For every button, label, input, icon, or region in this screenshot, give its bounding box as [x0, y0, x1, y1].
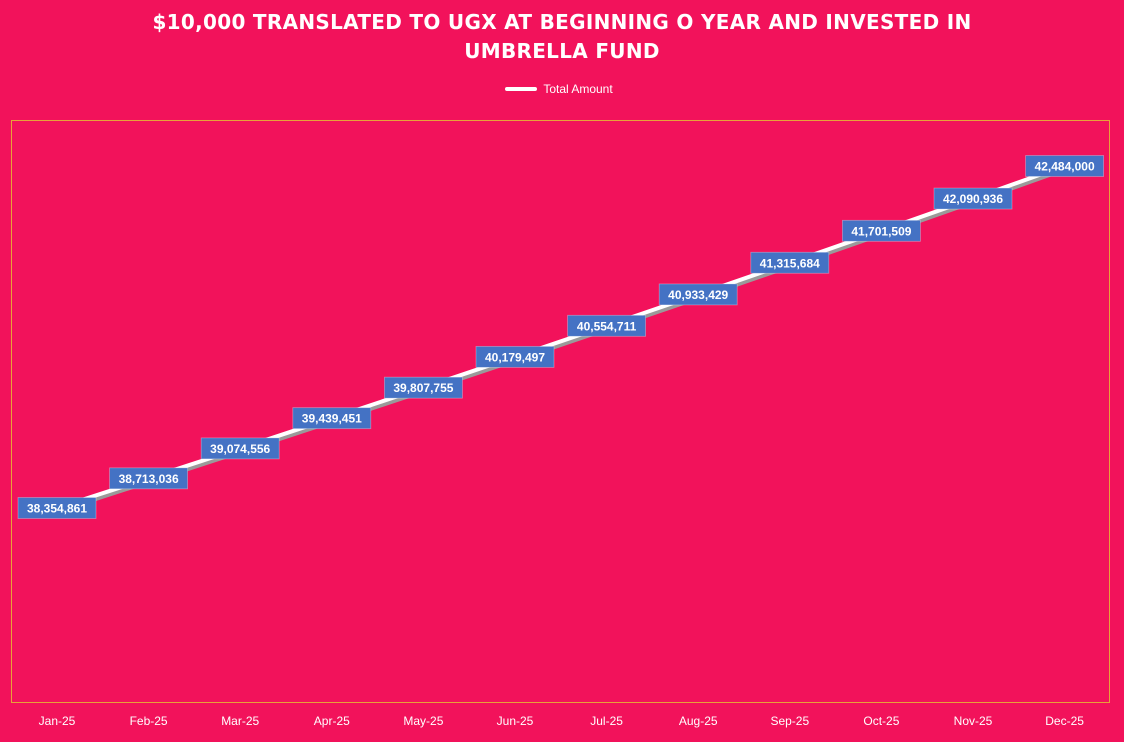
data-label-oct-25: 41,701,509 — [842, 219, 921, 242]
x-tick-label-oct-25: Oct-25 — [863, 714, 899, 728]
data-label-apr-25: 39,439,451 — [292, 407, 372, 430]
data-label-box — [567, 314, 646, 337]
data-label-text: 42,484,000 — [1035, 160, 1095, 174]
data-label-box — [109, 467, 188, 490]
x-tick-label-apr-25: Apr-25 — [314, 714, 350, 728]
x-tick-label-mar-25: Mar-25 — [221, 714, 259, 728]
x-tick-label-dec-25: Dec-25 — [1045, 714, 1084, 728]
data-label-text: 39,807,755 — [393, 381, 453, 395]
data-label-mar-25: 39,074,556 — [200, 437, 280, 460]
data-label-box — [383, 376, 463, 399]
data-label-text: 42,090,936 — [943, 192, 1003, 206]
data-label-box — [475, 345, 555, 368]
legend-label-total-amount: Total Amount — [543, 82, 613, 96]
data-label-text: 41,315,684 — [760, 256, 820, 270]
data-label-text: 38,713,036 — [119, 472, 179, 486]
x-tick-label-jun-25: Jun-25 — [497, 714, 534, 728]
data-label-dec-25: 42,484,000 — [1025, 155, 1104, 177]
data-label-text: 40,554,711 — [577, 319, 637, 333]
x-axis-tick-labels: Jan-25 Feb-25 Mar-25 Apr-25 May-25 Jun-25 Jul-… — [39, 714, 1085, 728]
x-tick-label-may-25: May-25 — [403, 714, 443, 728]
data-label-may-25: 39,807,755 — [383, 376, 463, 399]
chart-title: $10,000 TRANSLATED TO UGX AT BEGINNING O… — [0, 8, 1124, 66]
chart-legend: Total Amount — [0, 82, 1124, 96]
data-label-box — [1025, 155, 1104, 177]
drop-lines-group — [56, 166, 1066, 695]
data-label-text: 39,439,451 — [302, 412, 362, 426]
data-label-sep-25: 41,315,684 — [750, 251, 830, 274]
data-label-jan-25: 38,354,861 — [17, 497, 97, 519]
chart-title-line-2: UMBRELLA FUND — [464, 39, 660, 63]
x-tick-label-nov-25: Nov-25 — [954, 714, 993, 728]
data-label-feb-25: 38,713,036 — [109, 467, 188, 490]
legend-swatch-total-amount — [505, 87, 538, 91]
data-label-box — [17, 497, 97, 519]
data-label-box — [750, 251, 830, 274]
data-label-text: 38,354,861 — [27, 502, 87, 516]
data-label-box — [842, 219, 921, 242]
x-tick-label-feb-25: Feb-25 — [130, 714, 168, 728]
x-tick-label-jul-25: Jul-25 — [590, 714, 623, 728]
x-tick-label-aug-25: Aug-25 — [679, 714, 718, 728]
data-label-text: 39,074,556 — [210, 442, 270, 456]
data-label-aug-25: 40,933,429 — [658, 283, 738, 306]
data-label-box — [200, 437, 280, 460]
x-tick-label-sep-25: Sep-25 — [770, 714, 809, 728]
chart-title-line-1: $10,000 TRANSLATED TO UGX AT BEGINNING O… — [152, 10, 972, 34]
data-label-text: 40,933,429 — [668, 288, 728, 302]
data-label-jun-25: 40,179,497 — [475, 345, 555, 368]
x-tick-label-jan-25: Jan-25 — [39, 714, 76, 728]
data-label-box — [933, 187, 1013, 210]
data-label-text: 40,179,497 — [485, 350, 545, 364]
data-label-text: 41,701,509 — [851, 224, 911, 238]
data-label-jul-25: 40,554,711 — [567, 314, 646, 337]
plot-area-frame — [11, 120, 1110, 703]
data-label-nov-25: 42,090,936 — [933, 187, 1013, 210]
data-label-box — [658, 283, 738, 306]
data-label-box — [292, 407, 372, 430]
data-labels-group: 38,354,861 38,713,036 39,074,556 39,439,451… — [17, 155, 1104, 519]
